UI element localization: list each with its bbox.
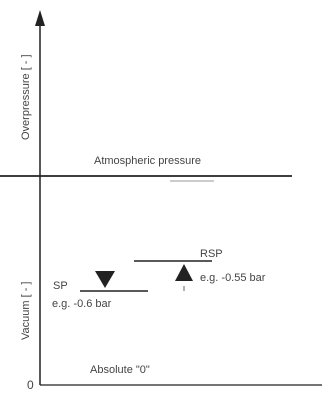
- rsp-label: RSP: [200, 248, 223, 260]
- zero-label: 0: [27, 378, 34, 392]
- rsp-example-label: e.g. -0.55 bar: [200, 272, 266, 284]
- sp-example-label: e.g. -0.6 bar: [52, 298, 112, 310]
- overpressure-axis-label: Overpressure [ - ]: [20, 54, 32, 140]
- absolute-zero-label: Absolute "0": [90, 364, 150, 376]
- axis-arrow-head: [35, 10, 45, 26]
- sp-label: SP: [53, 280, 68, 292]
- vacuum-axis-label: Vacuum [ - ]: [20, 281, 32, 340]
- rsp-up-triangle-icon: [175, 264, 193, 281]
- atmospheric-pressure-label: Atmospheric pressure: [94, 155, 201, 167]
- sp-down-triangle-icon: [95, 271, 115, 288]
